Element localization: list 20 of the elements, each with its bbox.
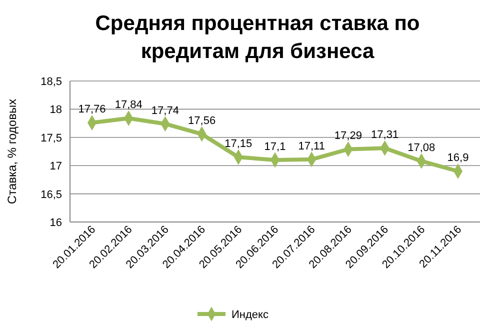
y-tick-label: 18,5 <box>40 76 62 88</box>
y-tick-label: 16,5 <box>40 188 62 201</box>
data-label: 17,74 <box>151 104 179 117</box>
data-label: 17,31 <box>371 129 399 142</box>
y-tick-label: 17,5 <box>40 132 62 144</box>
legend-label: Индекс <box>232 309 269 321</box>
y-tick-label: 17 <box>50 160 62 173</box>
data-label: 17,08 <box>408 142 436 154</box>
data-label: 17,76 <box>78 104 106 116</box>
data-label: 16,9 <box>447 152 469 164</box>
data-label: 17,1 <box>264 140 286 153</box>
data-label: 17,29 <box>334 130 362 142</box>
chart-title: Средняя процентная ставка по кредитам для бизнеса <box>95 12 420 63</box>
data-label: 17,11 <box>298 140 325 152</box>
data-label: 17,56 <box>188 115 216 128</box>
y-tick-label: 18 <box>50 104 62 116</box>
data-label: 17,84 <box>114 99 142 112</box>
y-axis-title: Ставка, % годовых <box>5 98 19 204</box>
data-label: 17,15 <box>224 138 252 150</box>
y-tick-label: 16 <box>50 217 62 229</box>
